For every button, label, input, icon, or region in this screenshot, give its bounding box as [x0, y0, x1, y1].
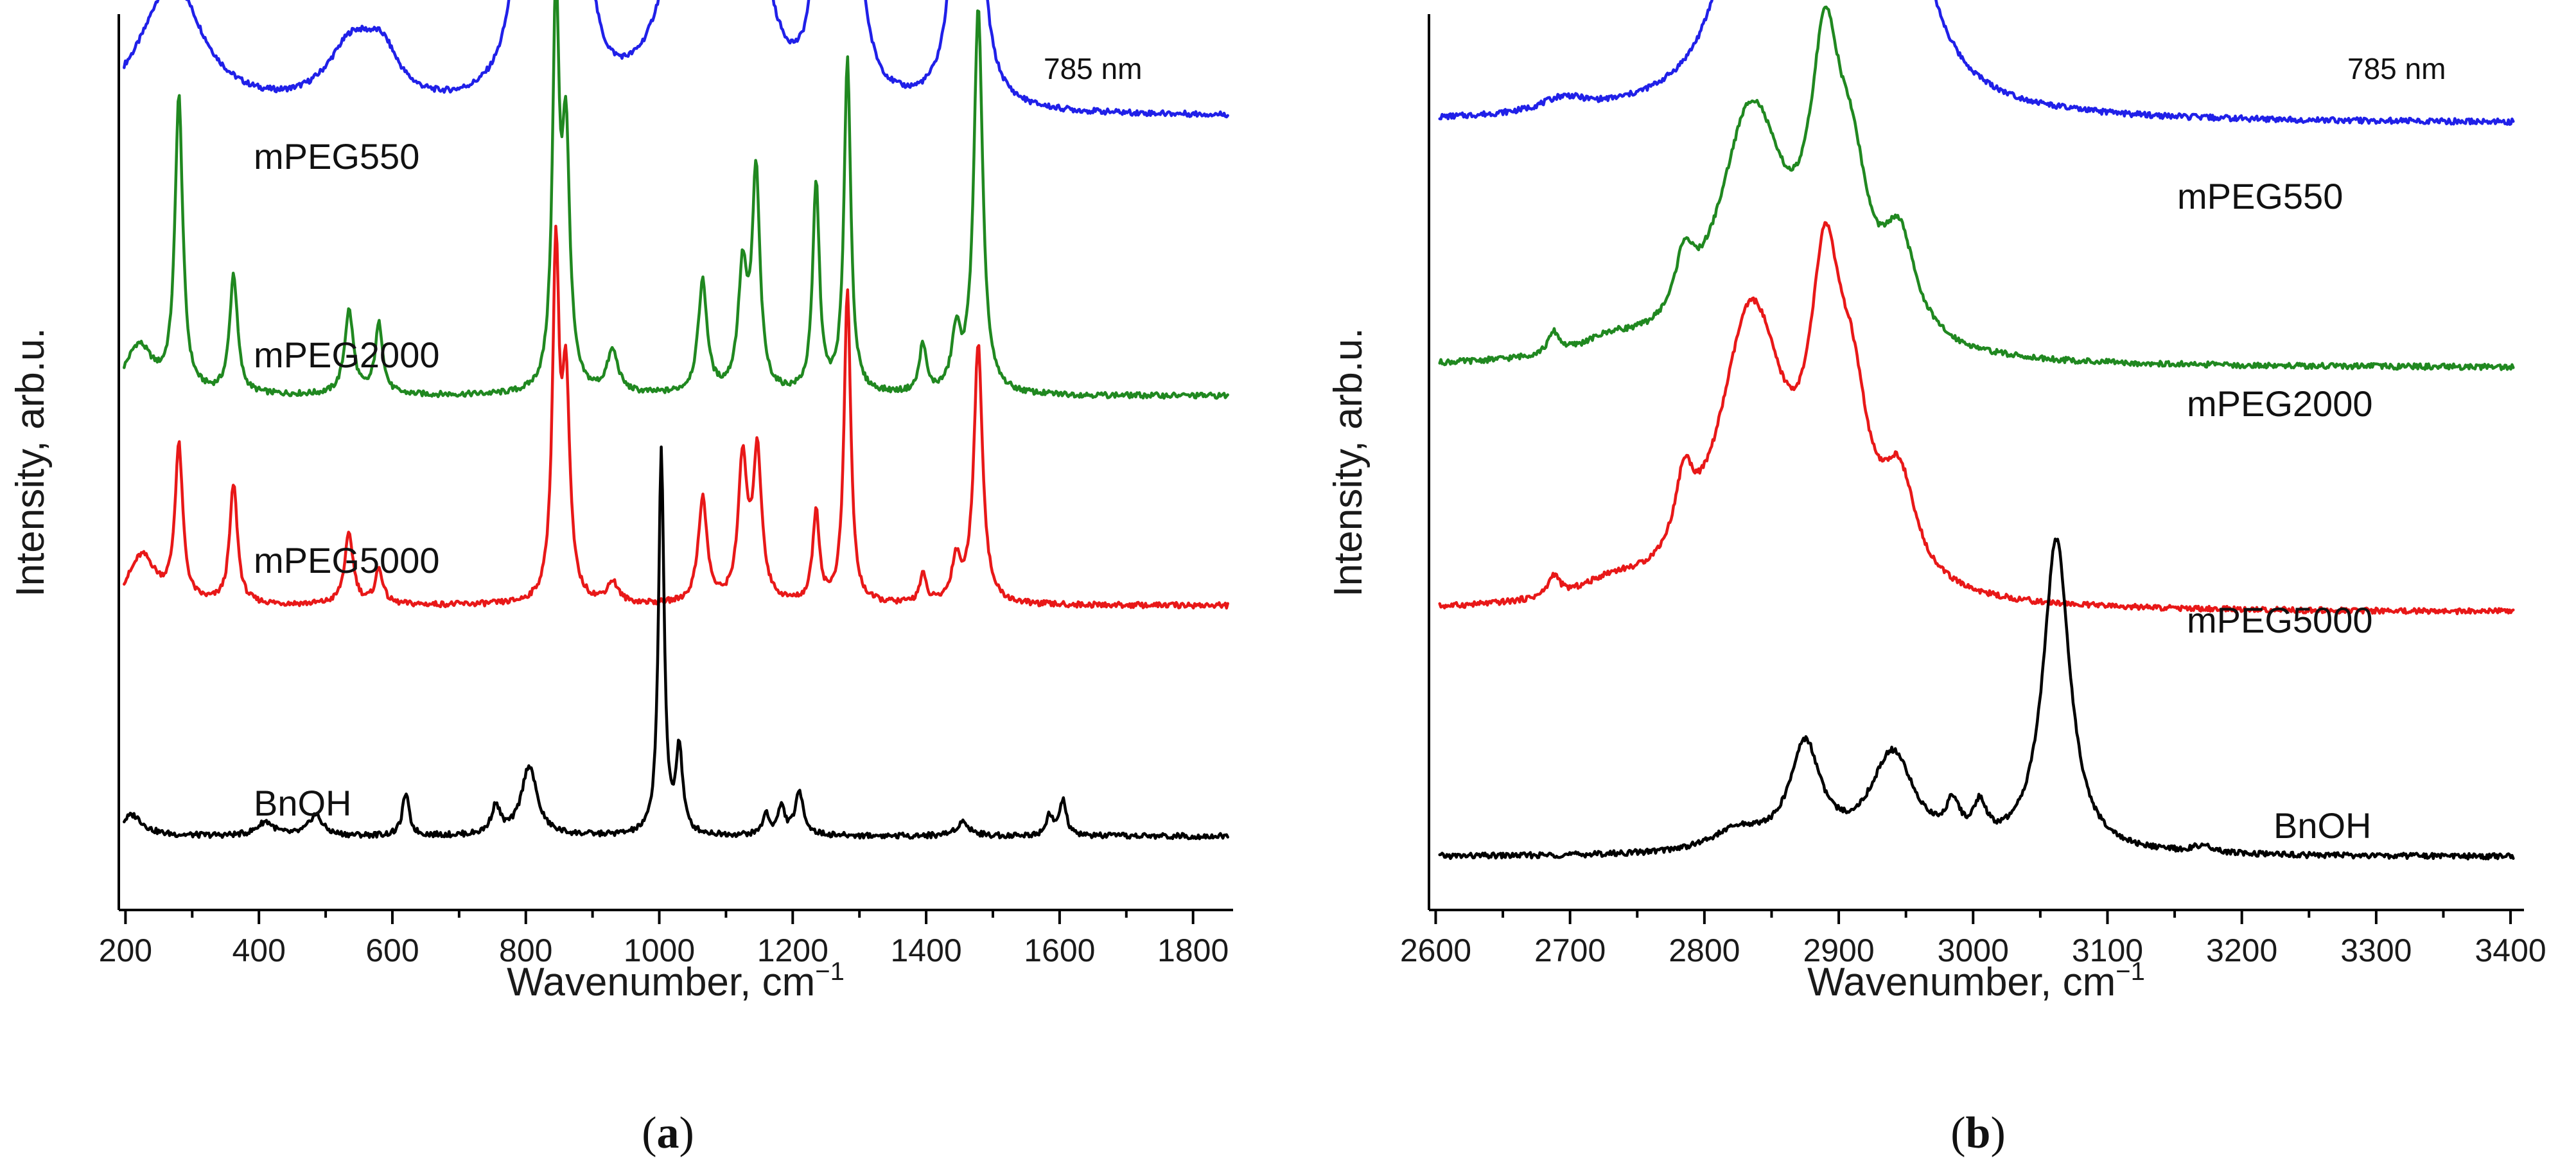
y-axis-title-b: Intensity, arb.u.: [1326, 328, 1371, 597]
x-tick-labels-b: 2600 2700 2800 2900 3000 3100 3200 3300 3400: [1400, 932, 2546, 968]
x-tick-label-a-1800: 1800: [1157, 932, 1229, 968]
trace-a-BnOH: [123, 445, 1229, 841]
x-axis-title-a-sup: −1: [815, 958, 845, 986]
x-axis-title-a: Wavenumber, cm−1: [507, 958, 845, 1004]
x-tick-label-b-3100: 3100: [2072, 932, 2143, 968]
x-tick-label-a-1600: 1600: [1024, 932, 1095, 968]
x-ticks-a: [124, 910, 1195, 924]
x-axis-title-b-text: Wavenumber, cm: [1807, 960, 2116, 1004]
trace-a-mPEG5000: [123, 224, 1229, 610]
panel-label-b-letter: b: [1966, 1108, 1991, 1158]
series-label-b-mPEG550: mPEG550: [2177, 176, 2343, 216]
x-tick-label-a-1400: 1400: [890, 932, 961, 968]
chart-panel-a: 200 400 600 800 1000 1200 1400 1600 1800 785 nm …: [8, 0, 1233, 1158]
series-label-a-mPEG550: mPEG550: [254, 136, 419, 177]
series-label-b-mPEG5000: mPEG5000: [2187, 600, 2373, 640]
panel-label-a-letter: a: [657, 1108, 679, 1158]
laser-note-a: 785 nm: [1044, 52, 1142, 85]
y-axis-title-a: Intensity, arb.u.: [8, 328, 53, 597]
trace-a-mPEG2000: [123, 0, 1229, 400]
x-ticks-b: [1434, 910, 2512, 924]
x-tick-label-a-400: 400: [232, 932, 285, 968]
x-tick-label-b-3000: 3000: [1938, 932, 2009, 968]
panel-label-b-close: ): [1990, 1108, 2005, 1158]
x-tick-label-a-600: 600: [365, 932, 419, 968]
x-tick-labels-a: 200 400 600 800 1000 1200 1400 1600 1800: [99, 932, 1229, 968]
trace-b-mPEG2000: [1438, 5, 2515, 371]
panel-label-b: (b): [1950, 1108, 2006, 1158]
laser-note-b: 785 nm: [2347, 52, 2446, 85]
x-axis-title-a-text: Wavenumber, cm: [507, 960, 815, 1004]
x-tick-label-b-3200: 3200: [2206, 932, 2277, 968]
trace-b-mPEG550: [1438, 0, 2515, 126]
series-label-a-BnOH: BnOH: [254, 783, 352, 823]
x-tick-label-b-2800: 2800: [1669, 932, 1740, 968]
panel-label-a: (a): [642, 1108, 694, 1158]
series-label-b-mPEG2000: mPEG2000: [2187, 383, 2373, 424]
panel-label-a-open: (: [642, 1108, 656, 1158]
x-tick-label-b-2900: 2900: [1803, 932, 1874, 968]
x-tick-label-b-2600: 2600: [1400, 932, 1471, 968]
panel-label-a-close: ): [679, 1108, 694, 1158]
series-label-b-BnOH: BnOH: [2274, 805, 2372, 846]
x-axis-title-b-sup: −1: [2116, 958, 2145, 986]
trace-a-mPEG550: [123, 0, 1229, 119]
x-axis-title-b: Wavenumber, cm−1: [1807, 958, 2145, 1004]
trace-b-mPEG5000: [1438, 221, 2515, 616]
panel-label-b-open: (: [1950, 1108, 1965, 1158]
x-tick-label-a-200: 200: [99, 932, 152, 968]
x-tick-label-a-1000: 1000: [624, 932, 695, 968]
traces-b: [1438, 0, 2515, 861]
series-label-a-mPEG2000: mPEG2000: [254, 335, 440, 375]
x-tick-label-b-3400: 3400: [2475, 932, 2546, 968]
x-tick-label-b-3300: 3300: [2340, 932, 2412, 968]
chart-panel-b: 2600 2700 2800 2900 3000 3100 3200 3300 3400 785…: [1326, 0, 2546, 1158]
trace-b-BnOH: [1438, 538, 2515, 861]
x-tick-label-a-800: 800: [499, 932, 552, 968]
series-label-a-mPEG5000: mPEG5000: [254, 540, 440, 581]
traces-a: [123, 0, 1229, 841]
x-tick-label-b-2700: 2700: [1534, 932, 1606, 968]
x-tick-label-a-1200: 1200: [757, 932, 828, 968]
